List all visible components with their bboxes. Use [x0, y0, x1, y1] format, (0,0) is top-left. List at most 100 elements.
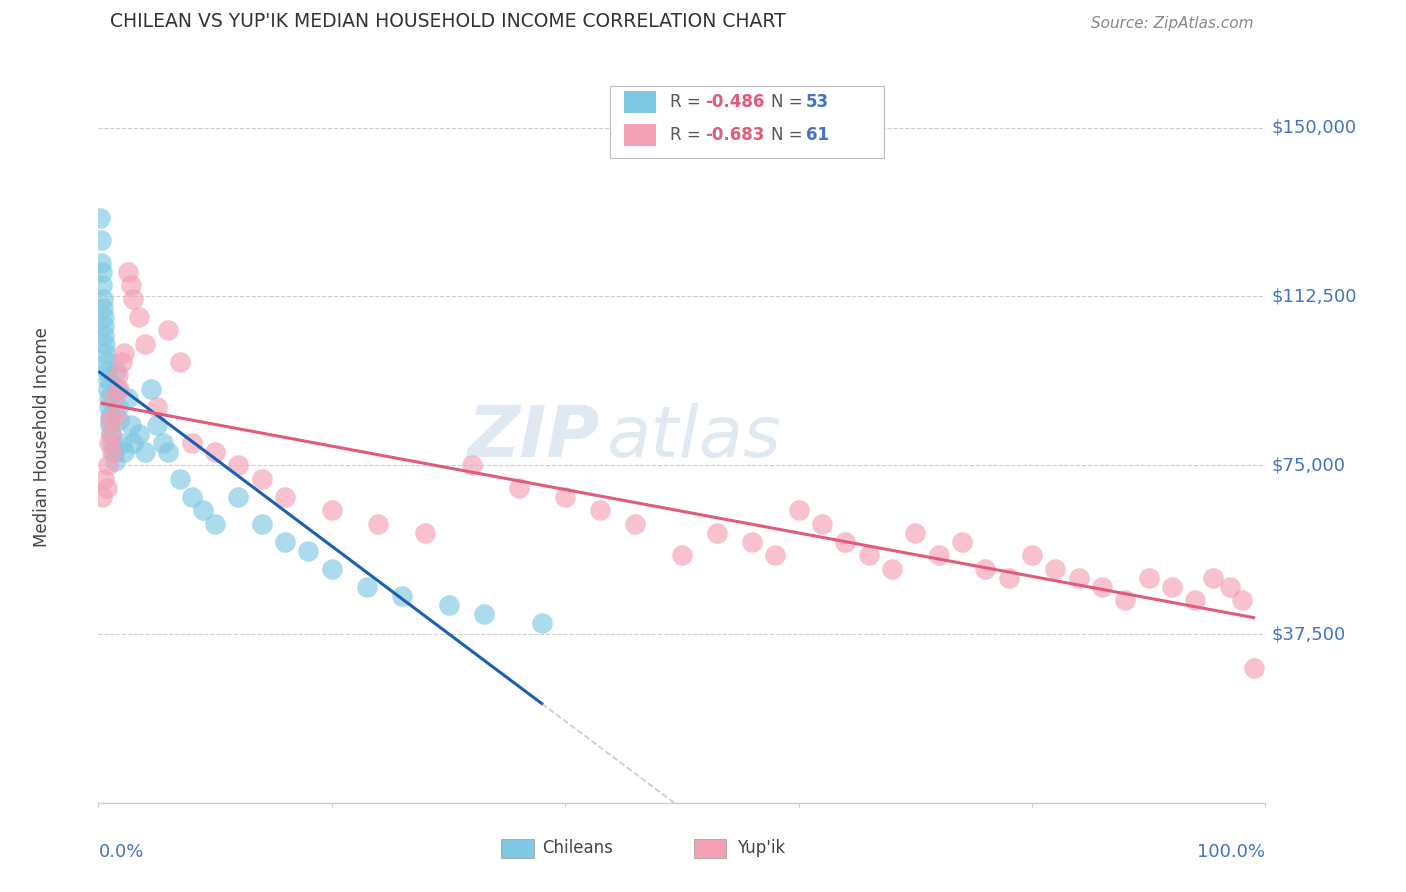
- Point: [461, 458, 484, 473]
- Text: 0.0%: 0.0%: [98, 843, 143, 861]
- Point: [274, 534, 297, 549]
- Point: [108, 413, 131, 427]
- Point: [997, 571, 1019, 585]
- Text: Yup'ik: Yup'ik: [737, 839, 785, 857]
- Point: [93, 310, 115, 324]
- Point: [193, 503, 215, 517]
- Point: [1114, 593, 1136, 607]
- Point: [94, 336, 117, 351]
- Point: [96, 354, 118, 368]
- Point: [128, 310, 150, 324]
- Point: [146, 417, 169, 432]
- Text: Chileans: Chileans: [541, 839, 613, 857]
- Point: [530, 615, 553, 630]
- Point: [250, 516, 273, 531]
- Point: [274, 490, 297, 504]
- Point: [811, 516, 834, 531]
- Text: $150,000: $150,000: [1271, 119, 1357, 136]
- Point: [98, 409, 121, 423]
- Point: [1021, 548, 1043, 562]
- Point: [120, 278, 142, 293]
- Point: [93, 472, 115, 486]
- Point: [1243, 661, 1265, 675]
- FancyBboxPatch shape: [610, 86, 884, 158]
- Point: [157, 323, 180, 337]
- Point: [152, 435, 174, 450]
- Point: [101, 444, 124, 458]
- Point: [117, 265, 139, 279]
- Point: [472, 607, 495, 621]
- FancyBboxPatch shape: [501, 838, 534, 858]
- Text: N =: N =: [770, 126, 807, 144]
- Point: [391, 589, 413, 603]
- Text: R =: R =: [671, 126, 706, 144]
- Point: [250, 472, 273, 486]
- Text: 53: 53: [806, 93, 828, 112]
- Point: [107, 400, 129, 414]
- FancyBboxPatch shape: [624, 91, 657, 113]
- Text: -0.486: -0.486: [706, 93, 765, 112]
- Point: [321, 503, 343, 517]
- Point: [112, 345, 135, 359]
- Text: $112,500: $112,500: [1271, 287, 1357, 305]
- Point: [96, 481, 118, 495]
- Point: [89, 211, 111, 225]
- Point: [904, 525, 927, 540]
- Point: [1161, 580, 1184, 594]
- Point: [1045, 562, 1067, 576]
- Point: [100, 426, 122, 441]
- Point: [1230, 593, 1253, 607]
- Point: [90, 278, 112, 293]
- Point: [554, 490, 576, 504]
- Point: [122, 435, 145, 450]
- Point: [950, 534, 973, 549]
- Point: [763, 548, 786, 562]
- Text: CHILEAN VS YUP'IK MEDIAN HOUSEHOLD INCOME CORRELATION CHART: CHILEAN VS YUP'IK MEDIAN HOUSEHOLD INCOM…: [110, 12, 786, 31]
- Point: [94, 345, 117, 359]
- Point: [169, 472, 191, 486]
- Point: [105, 382, 128, 396]
- Point: [228, 458, 250, 473]
- Point: [321, 562, 343, 576]
- Point: [120, 417, 142, 432]
- Text: $37,500: $37,500: [1271, 625, 1346, 643]
- Point: [90, 490, 112, 504]
- Text: 100.0%: 100.0%: [1198, 843, 1265, 861]
- Point: [103, 444, 125, 458]
- Text: -0.683: -0.683: [706, 126, 765, 144]
- Text: $75,000: $75,000: [1271, 456, 1346, 475]
- FancyBboxPatch shape: [693, 838, 727, 858]
- Point: [97, 382, 120, 396]
- Point: [112, 444, 135, 458]
- Point: [706, 525, 728, 540]
- Point: [787, 503, 810, 517]
- Point: [91, 292, 114, 306]
- Point: [108, 382, 131, 396]
- Point: [204, 516, 226, 531]
- Point: [96, 364, 118, 378]
- Point: [880, 562, 903, 576]
- Point: [671, 548, 693, 562]
- Point: [437, 598, 460, 612]
- Text: R =: R =: [671, 93, 706, 112]
- Point: [157, 444, 180, 458]
- Point: [180, 490, 202, 504]
- Point: [97, 458, 120, 473]
- Point: [1202, 571, 1225, 585]
- Point: [101, 435, 124, 450]
- Point: [834, 534, 856, 549]
- Point: [1091, 580, 1114, 594]
- Text: Median Household Income: Median Household Income: [34, 327, 52, 547]
- Point: [97, 435, 120, 450]
- Point: [134, 336, 156, 351]
- Point: [1219, 580, 1241, 594]
- Point: [91, 301, 114, 315]
- Point: [100, 426, 122, 441]
- Point: [204, 444, 226, 458]
- Point: [741, 534, 763, 549]
- Point: [1067, 571, 1090, 585]
- Point: [1184, 593, 1206, 607]
- FancyBboxPatch shape: [624, 124, 657, 146]
- Point: [97, 391, 120, 405]
- Point: [117, 391, 139, 405]
